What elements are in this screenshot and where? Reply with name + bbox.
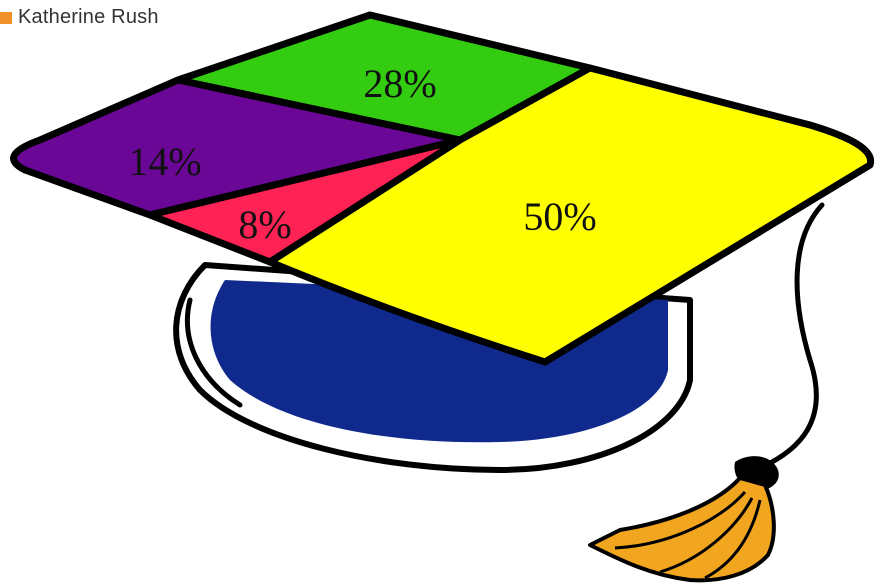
pie-slices [10,11,875,366]
legend-swatch [0,11,12,24]
pie-label-yellow: 50% [523,194,596,239]
pie-label-red: 8% [238,202,291,247]
tassel [588,456,779,583]
pie-labels: 28% 14% 8% 50% [128,61,596,247]
tassel-strand-1 [614,491,747,550]
legend-label: Katherine Rush [18,6,159,28]
pie-label-purple: 14% [128,139,201,184]
pie-label-green: 28% [363,61,436,106]
tassel-fringe [588,476,776,583]
pie-slice-yellow [266,64,875,366]
legend: Katherine Rush [0,6,159,29]
cap-brim-shadow [184,297,243,408]
pie-slice-purple [10,76,464,219]
tassel-strand-2 [659,497,754,574]
tassel-strand-3 [704,499,762,580]
tassel-cord [757,202,825,471]
